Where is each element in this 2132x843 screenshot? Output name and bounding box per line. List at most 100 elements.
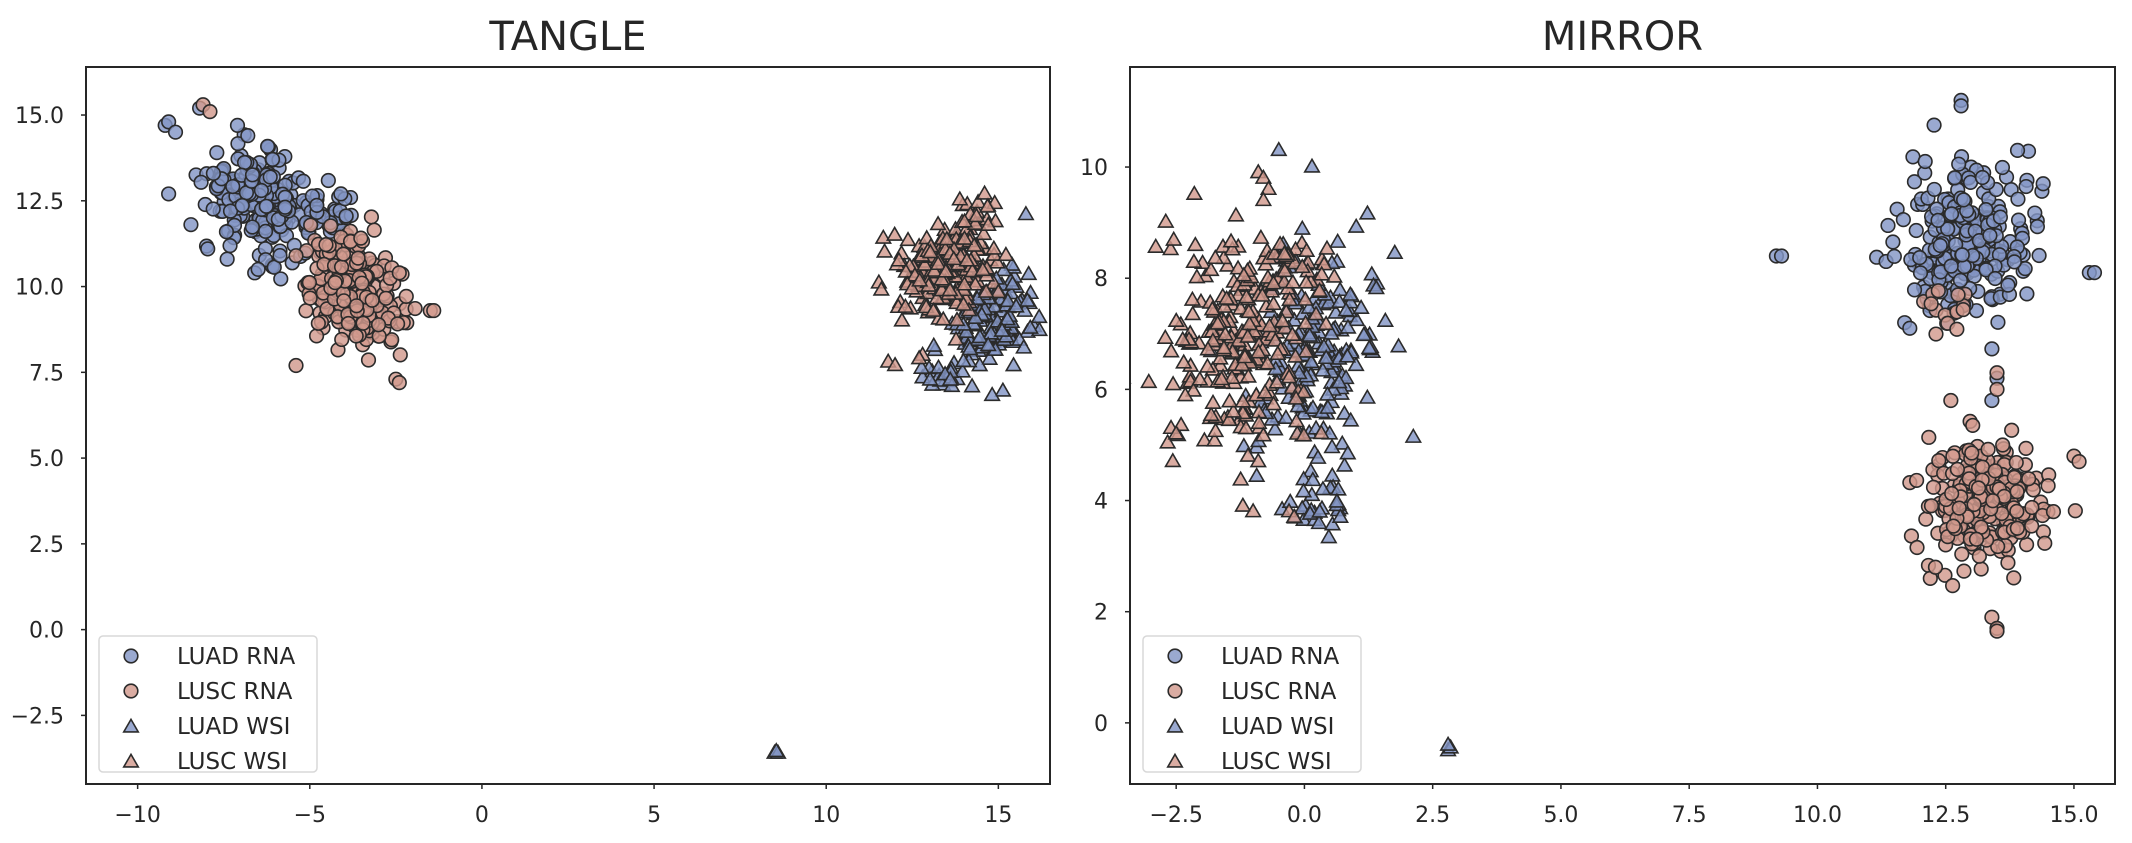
lusc-wsi-point <box>921 243 940 259</box>
luad-wsi-point <box>1317 349 1335 365</box>
y-tick-label: 8 <box>1094 267 1108 292</box>
luad-wsi-point <box>1270 141 1288 157</box>
lusc-rna-point <box>2021 471 2037 487</box>
luad-wsi-point <box>1329 232 1347 248</box>
lusc-rna-point <box>1931 453 1947 469</box>
lusc-wsi-point <box>1297 241 1316 257</box>
lusc-wsi-point <box>1254 191 1273 207</box>
lusc-wsi-point <box>1176 386 1194 402</box>
lusc-wsi-point <box>1157 212 1175 228</box>
luad-wsi-point <box>998 310 1017 326</box>
luad-wsi-point <box>1367 279 1385 295</box>
lusc-rna-point <box>2024 518 2040 534</box>
lusc-rna-point <box>2004 422 2020 438</box>
lusc-wsi-point <box>1212 370 1231 386</box>
lusc-rna-point <box>1955 301 1971 318</box>
luad-rna-point <box>161 114 177 130</box>
luad-rna-point <box>272 247 288 264</box>
lusc-rna-point <box>370 317 387 333</box>
luad-rna-point <box>1984 341 2000 357</box>
luad-wsi-point <box>1304 398 1322 415</box>
luad-wsi-point <box>1333 434 1351 450</box>
lusc-wsi-point <box>1217 289 1236 305</box>
points-layer <box>157 97 1049 759</box>
luad-rna-point <box>244 219 260 235</box>
lusc-rna-point <box>2024 499 2040 516</box>
lusc-wsi-point <box>1202 261 1220 277</box>
luad-rna-point <box>2010 191 2026 207</box>
lusc-wsi-point <box>985 239 1003 255</box>
luad-wsi-point <box>1266 420 1284 436</box>
lusc-wsi-point <box>1147 237 1165 253</box>
luad-rna-point <box>1930 212 1946 228</box>
lusc-rna-point <box>298 303 314 319</box>
lusc-rna-point <box>202 103 218 120</box>
luad-rna-point <box>1992 209 2008 225</box>
lusc-wsi-point <box>1164 375 1182 391</box>
luad-rna-point <box>260 138 276 154</box>
luad-rna-point <box>1917 153 1933 170</box>
lusc-rna-point <box>348 298 365 314</box>
legend-label-luad-rna: LUAD RNA <box>177 644 295 670</box>
legend-marker-lusc-rna <box>1167 683 1183 699</box>
luad-wsi-point <box>980 349 999 365</box>
luad-rna-point <box>1940 221 1956 237</box>
lusc-rna-point <box>2009 484 2025 500</box>
lusc-wsi-point <box>1239 327 1257 343</box>
lusc-wsi-point <box>1191 370 1209 386</box>
lusc-wsi-point <box>1287 412 1306 428</box>
luad-wsi-point <box>1003 275 1022 291</box>
lusc-rna-point <box>350 250 366 266</box>
lusc-wsi-point <box>938 230 956 246</box>
luad-wsi-point <box>1331 507 1349 523</box>
lusc-rna-point <box>323 218 339 234</box>
luad-wsi-point <box>1293 219 1311 235</box>
luad-wsi-point <box>961 340 979 356</box>
luad-rna-point <box>2009 142 2026 158</box>
lusc-wsi-point <box>1276 262 1294 278</box>
luad-rna-point <box>295 173 311 189</box>
lusc-wsi-point <box>955 212 974 228</box>
lusc-wsi-point <box>1264 274 1283 290</box>
legend-label-lusc-rna: LUSC RNA <box>1221 679 1337 705</box>
lusc-rna-point <box>1985 493 2001 509</box>
lusc-rna-point <box>318 237 334 253</box>
lusc-rna-point <box>2009 520 2025 536</box>
lusc-wsi-point <box>1239 446 1257 462</box>
luad-rna-point <box>183 217 199 233</box>
y-tick-label: 5.0 <box>29 447 64 472</box>
lusc-rna-point <box>360 352 377 368</box>
lusc-rna-point <box>1930 283 1946 299</box>
lusc-rna-point <box>327 274 343 291</box>
luad-rna-point <box>161 186 177 202</box>
x-tick-label: 0 <box>475 803 489 828</box>
luad-wsi-point <box>1030 308 1048 324</box>
lusc-wsi-point <box>955 229 974 245</box>
lusc-wsi-point <box>1239 367 1258 383</box>
luad-wsi-point <box>1330 292 1349 308</box>
lusc-wsi-point <box>1223 369 1241 385</box>
lusc-rna-point <box>2006 570 2022 586</box>
luad-wsi-point <box>1277 408 1295 425</box>
lusc-wsi-point <box>1216 325 1234 341</box>
luad-wsi-point <box>999 292 1017 308</box>
luad-wsi-point <box>1301 326 1319 342</box>
lusc-wsi-point <box>1205 431 1224 447</box>
luad-wsi-point <box>1003 255 1021 271</box>
luad-wsi-point <box>1319 398 1337 414</box>
lusc-rna-point <box>1949 321 1965 337</box>
y-tick-label: −2.5 <box>11 704 64 729</box>
luad-wsi-point <box>995 261 1013 277</box>
lusc-rna-point <box>2006 469 2022 485</box>
luad-wsi-point <box>1311 502 1329 518</box>
lusc-rna-point <box>378 290 394 306</box>
lusc-rna-point <box>1971 548 1987 564</box>
lusc-wsi-point <box>1203 300 1221 316</box>
lusc-rna-point <box>2018 440 2034 456</box>
luad-wsi-point <box>1348 311 1366 327</box>
luad-wsi-point <box>1322 324 1341 340</box>
lusc-wsi-point <box>1161 240 1180 256</box>
legend-box <box>98 635 318 773</box>
legend-marker-luad-rna <box>123 648 139 664</box>
luad-wsi-point <box>1323 515 1342 531</box>
